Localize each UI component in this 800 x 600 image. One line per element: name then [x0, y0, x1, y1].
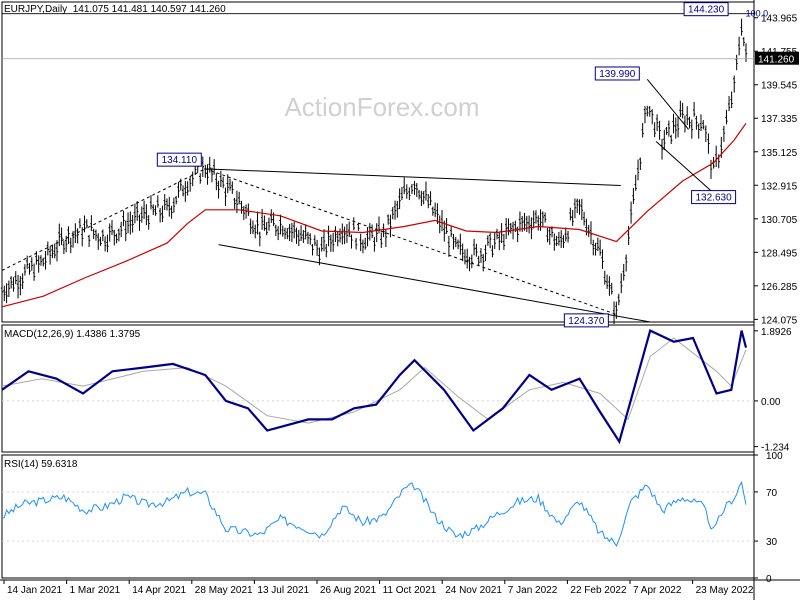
- wedge-upper: [646, 79, 689, 130]
- rsi-panel-frame: [1, 454, 755, 579]
- trendline-upper: [205, 168, 621, 187]
- time-axis-label: 11 Oct 2021: [383, 585, 437, 596]
- price-axis-label: 143.965: [761, 14, 798, 25]
- sma-line: [1, 122, 747, 308]
- wedge-lower: [655, 141, 714, 194]
- trendline-lower: [218, 244, 651, 323]
- price-annotation-box: [156, 152, 202, 167]
- ohlc-values: 141.075 141.481 140.597 141.260: [72, 4, 226, 15]
- price-axis-label: 126.285: [761, 282, 798, 293]
- price-axis-label: 139.545: [761, 81, 798, 92]
- price-annotation-label: 139.990: [599, 69, 636, 80]
- symbol-timeframe: EURJPY,Daily: [4, 4, 68, 15]
- time-axis-label: 24 Nov 2021: [445, 585, 502, 596]
- price-axis-label: 132.915: [761, 181, 798, 192]
- rsi-title: RSI(14) 59.6318: [4, 459, 78, 470]
- rsi-axis-label: 70: [766, 488, 778, 499]
- macd-axis-label: -1.234: [761, 443, 790, 454]
- price-axis-label: 128.495: [761, 248, 798, 259]
- time-axis-label: 22 Feb 2022: [570, 585, 627, 596]
- time-axis-label: 23 May 2022: [696, 585, 754, 596]
- current-price-tag-label: 141.260: [758, 55, 795, 66]
- rsi-axis-label: 30: [766, 537, 778, 548]
- rsi-line: [1, 480, 747, 547]
- rsi-axis-label: 0: [766, 574, 772, 585]
- time-axis-label: 7 Apr 2022: [633, 585, 682, 596]
- price-panel-frame: [1, 1, 755, 323]
- price-axis-label: 124.075: [761, 315, 798, 326]
- macd-title: MACD(12,26,9) 1.4386 1.3795: [4, 329, 141, 340]
- time-axis-label: 28 May 2021: [195, 585, 253, 596]
- price-axis-label: 130.705: [761, 215, 798, 226]
- time-axis-label: 7 Jan 2022: [508, 585, 558, 596]
- chart-title: EURJPY,Daily 141.075 141.481 140.597 141…: [4, 4, 226, 15]
- price-annotation-label: 132.630: [696, 193, 733, 204]
- price-annotation-box: [691, 190, 737, 205]
- time-axis-label: 14 Jan 2021: [7, 585, 62, 596]
- macd-axis-label: 1.8926: [761, 327, 792, 338]
- current-price-tag: [755, 51, 799, 65]
- macd-line: [1, 329, 748, 445]
- level-100-label: 100.0: [746, 9, 769, 19]
- macd-signal-line: [1, 337, 747, 424]
- time-axis-label: 14 Apr 2021: [132, 585, 186, 596]
- macd-panel-frame: [1, 324, 755, 453]
- time-axis-label: 13 Jul 2021: [257, 585, 309, 596]
- trendline-dotted-fall: [205, 168, 617, 315]
- price-axis-label: 135.125: [761, 148, 798, 159]
- price-annotation-box: [683, 2, 729, 17]
- price-annotation-label: 144.230: [688, 5, 725, 16]
- rsi-axis-label: 100: [766, 451, 783, 462]
- price-annotation-box: [563, 313, 609, 328]
- price-axis-label: 137.335: [761, 114, 798, 125]
- price-annotation-label: 134.110: [162, 155, 198, 166]
- time-axis-label: 1 Mar 2021: [70, 585, 121, 596]
- price-annotation-box: [594, 66, 640, 81]
- trendline-dotted-rise: [1, 168, 206, 271]
- watermark: ActionForex.com: [284, 92, 479, 122]
- time-axis-label: 26 Aug 2021: [320, 585, 377, 596]
- macd-axis-label: 0.00: [761, 397, 781, 408]
- price-annotation-label: 124.370: [568, 316, 605, 327]
